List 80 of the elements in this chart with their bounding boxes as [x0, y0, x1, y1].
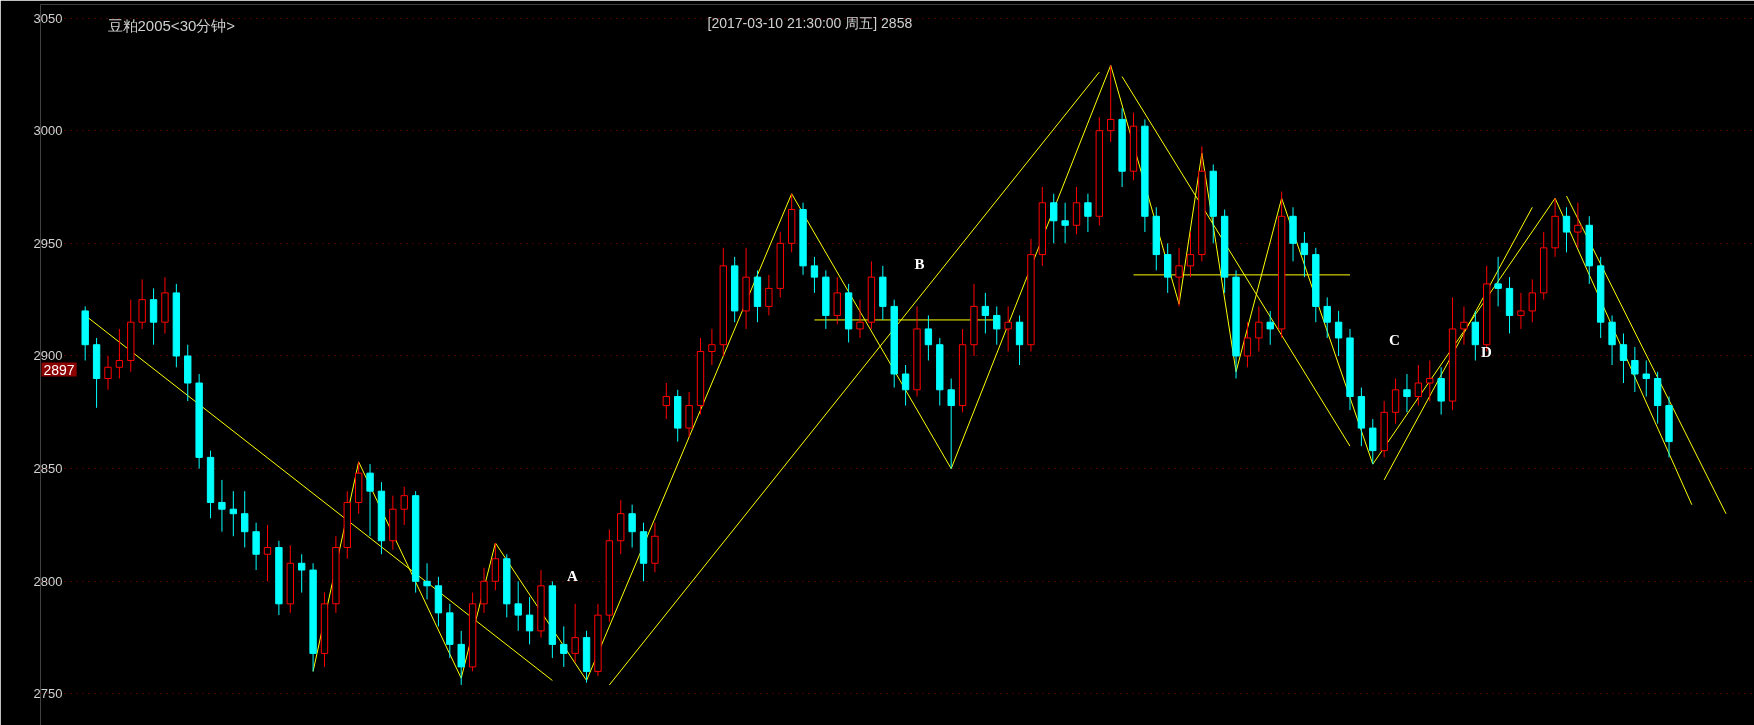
- candlestick: [1494, 256, 1502, 307]
- candlestick: [1015, 314, 1024, 366]
- candlestick: [104, 355, 112, 391]
- annotation: A: [567, 567, 579, 584]
- candlestick: [480, 567, 488, 614]
- candlestick: [1574, 202, 1582, 249]
- candlestick: [1642, 359, 1650, 398]
- candlestick: [400, 486, 408, 526]
- text: 2897: [43, 361, 75, 378]
- y-tick-label: 3050: [33, 10, 63, 26]
- candlestick: [1323, 296, 1331, 339]
- candlestick: [1186, 231, 1195, 278]
- candlestick: [263, 524, 272, 582]
- candlestick: [491, 542, 500, 591]
- candlestick: [1243, 321, 1252, 368]
- annotation: C: [1389, 331, 1400, 348]
- candlestick: [423, 562, 431, 600]
- candlestick: [1414, 364, 1423, 407]
- candlestick: [1608, 314, 1616, 366]
- candlestick: [901, 364, 910, 407]
- candlestick: [1426, 359, 1434, 402]
- candlestick: [1004, 305, 1012, 352]
- candlestick: [765, 274, 773, 316]
- candlestick: [252, 522, 260, 571]
- candlestick: [1369, 418, 1377, 465]
- candlestick: [810, 256, 819, 294]
- candlestick: [1175, 247, 1183, 307]
- text: 豆粕2005<30分钟>: [107, 17, 236, 34]
- candlestick: [560, 625, 568, 668]
- annotation: B: [914, 255, 925, 272]
- candlestick: [1300, 231, 1309, 278]
- candlestick: [1517, 292, 1525, 330]
- candlestick: [662, 382, 671, 420]
- candlestick: [1631, 346, 1639, 393]
- candlestick: [833, 276, 841, 325]
- annotation: D: [1481, 343, 1493, 360]
- candlestick: [241, 490, 249, 548]
- candlestick: [924, 314, 933, 361]
- y-tick-label: 2750: [33, 686, 63, 702]
- candlestick: [138, 278, 146, 330]
- candlestick: [1334, 310, 1343, 357]
- candlestick: [1050, 193, 1058, 244]
- candlestick: [981, 292, 990, 334]
- candlestick: [457, 630, 465, 686]
- candlestick: [1266, 310, 1274, 346]
- y-tick-label: 3000: [33, 123, 63, 139]
- candlestick: [993, 305, 1001, 346]
- candlestick: [1437, 366, 1445, 416]
- candlestick: [1255, 305, 1263, 352]
- candlestick: [366, 463, 374, 537]
- y-tick-label: 2800: [33, 573, 63, 589]
- candlestick: [685, 391, 693, 438]
- candlestick: [1107, 64, 1115, 143]
- candlestick: [708, 328, 716, 366]
- candlestick: [1528, 278, 1536, 323]
- candlestick: [1391, 378, 1400, 425]
- candlestick: [218, 479, 226, 533]
- candlestick: [1403, 373, 1411, 413]
- y-tick-label: 2900: [33, 348, 63, 364]
- candlestick: [1072, 186, 1081, 235]
- candlestick: [229, 490, 238, 537]
- candlestick: [1084, 193, 1092, 233]
- candlestick: [298, 553, 306, 594]
- candlestick: [149, 287, 158, 346]
- candlestick: [1619, 332, 1628, 384]
- candlestick: [1460, 305, 1468, 346]
- annotation: [2017-03-10 21:30:00 周五] 2858: [707, 14, 913, 31]
- y-tick-label: 2950: [33, 235, 63, 251]
- candlestick: [1471, 310, 1480, 361]
- candlestick: [1562, 206, 1571, 253]
- candlestick: [525, 596, 534, 645]
- candlestick: [1061, 202, 1069, 244]
- candlestick: [1163, 242, 1172, 294]
- candlestick: [115, 328, 124, 380]
- candlestick: [856, 299, 864, 339]
- candlestick: [514, 580, 522, 632]
- candlestick: [571, 603, 579, 663]
- candlestick: [628, 504, 636, 548]
- candlestick: [947, 378, 955, 470]
- y-tick-label: 2850: [33, 461, 63, 477]
